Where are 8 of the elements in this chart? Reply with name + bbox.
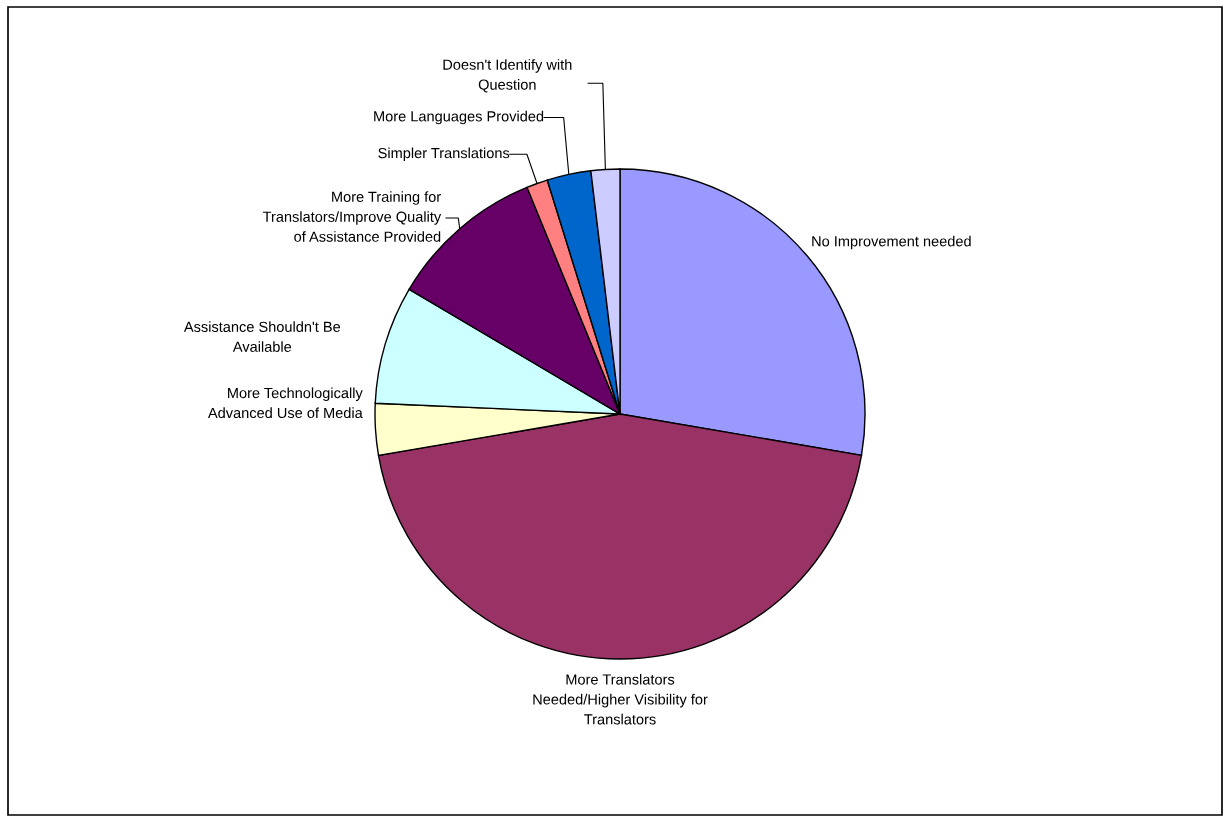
slice-label: More Training for Translators/Improve Quality of Assistance Provided bbox=[262, 191, 442, 242]
slice-label: Assistance Shouldn't Be Available bbox=[183, 321, 341, 352]
slice-label: Doesn't Identify with Question bbox=[443, 59, 572, 93]
slice-label: More Translators Needed/Higher Visibility for Translators bbox=[533, 673, 708, 725]
slice-label: More Technologically Advanced Use of Media bbox=[207, 387, 363, 419]
slice-label: More Languages Provided bbox=[374, 110, 544, 125]
slice-label: No Improvement needed bbox=[812, 235, 971, 250]
slice-label: Simpler Translations bbox=[378, 147, 510, 162]
